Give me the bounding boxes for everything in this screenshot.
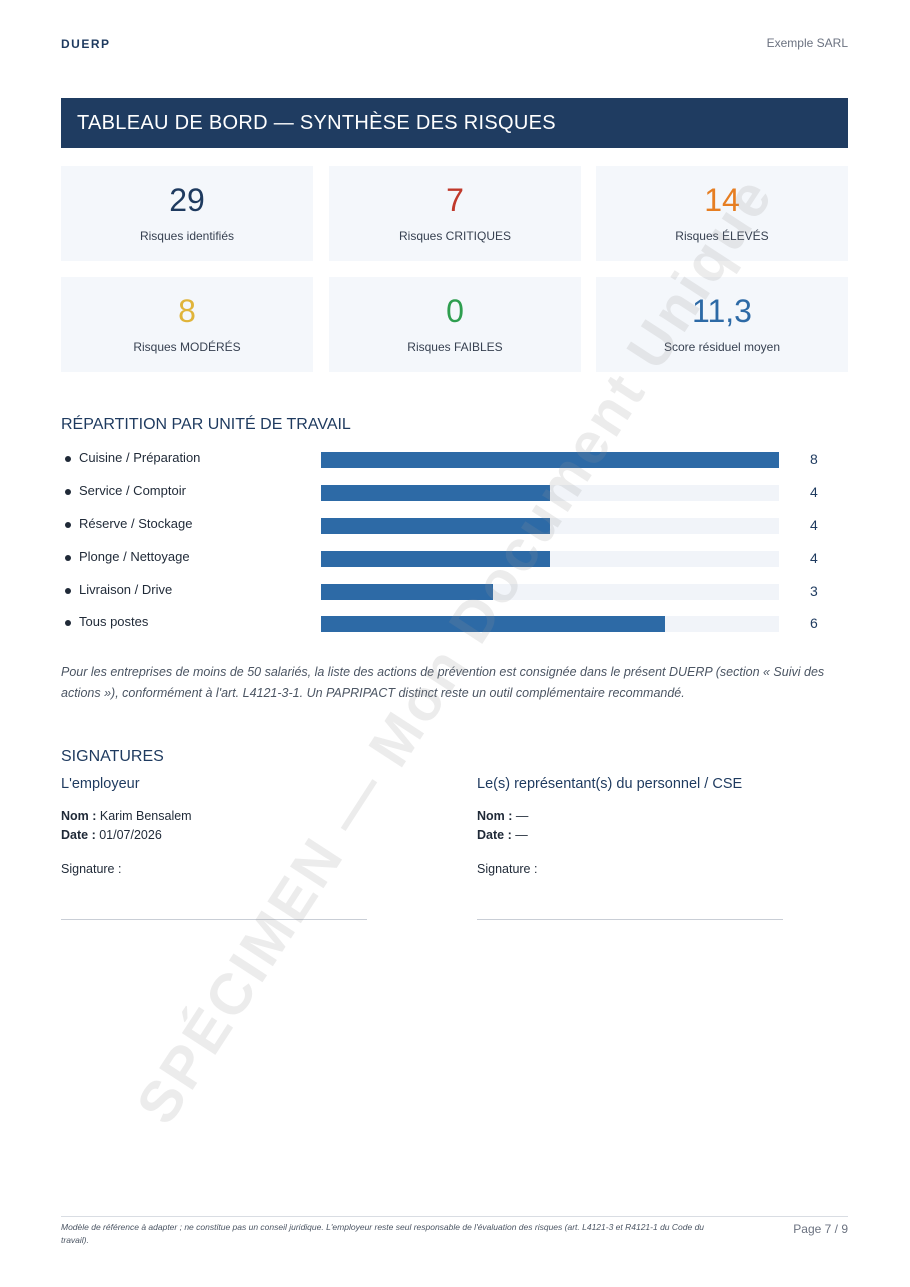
bullet-icon bbox=[65, 555, 71, 561]
unit-bar-track bbox=[321, 616, 779, 632]
unit-row: Réserve / Stockage 4 bbox=[61, 515, 848, 535]
kpi-card-high: 14 Risques ÉLEVÉS bbox=[596, 166, 848, 261]
unit-count: 6 bbox=[810, 615, 818, 631]
kpi-value: 29 bbox=[169, 182, 205, 218]
employer-date: Date : 01/07/2026 bbox=[61, 828, 162, 842]
kpi-label: Score résiduel moyen bbox=[663, 340, 781, 354]
staff-name: Nom : — bbox=[477, 809, 528, 823]
kpi-value: 0 bbox=[446, 293, 464, 329]
staff-signature-label: Signature : bbox=[477, 862, 538, 876]
unit-row: Plonge / Nettoyage 4 bbox=[61, 548, 848, 568]
unit-name: Livraison / Drive bbox=[79, 582, 173, 597]
banner-title: TABLEAU DE BORD — SYNTHÈSE DES RISQUES bbox=[77, 111, 556, 134]
name-value: — bbox=[512, 809, 529, 823]
unit-count: 4 bbox=[810, 484, 818, 500]
unit-count: 4 bbox=[810, 550, 818, 566]
kpi-value: 7 bbox=[446, 182, 464, 218]
staff-date: Date : — bbox=[477, 828, 528, 842]
kpi-card-critical: 7 Risques CRITIQUES bbox=[329, 166, 581, 261]
kpi-value: 14 bbox=[704, 182, 740, 218]
unit-bar bbox=[321, 584, 493, 600]
unit-bar bbox=[321, 551, 550, 567]
kpi-card-identified: 29 Risques identifiés bbox=[61, 166, 313, 261]
unit-name: Plonge / Nettoyage bbox=[79, 549, 190, 564]
date-label: Date : bbox=[477, 828, 512, 842]
unit-bar bbox=[321, 616, 665, 632]
unit-name: Tous postes bbox=[79, 614, 149, 629]
staff-signature-line bbox=[477, 919, 783, 920]
company-name: Exemple SARL bbox=[766, 36, 848, 50]
footer-divider bbox=[61, 1216, 848, 1217]
kpi-label: Risques CRITIQUES bbox=[398, 229, 512, 243]
footer-disclaimer: Modèle de référence à adapter ; ne const… bbox=[61, 1222, 705, 1245]
kpi-card-low: 0 Risques FAIBLES bbox=[329, 277, 581, 372]
unit-bar-track bbox=[321, 485, 779, 501]
unit-count: 3 bbox=[810, 583, 818, 599]
kpi-label: Risques ÉLEVÉS bbox=[675, 229, 769, 243]
staff-heading: Le(s) représentant(s) du personnel / CSE bbox=[477, 776, 743, 792]
unit-count: 4 bbox=[810, 517, 818, 533]
unit-name: Service / Comptoir bbox=[79, 483, 186, 498]
unit-row: Service / Comptoir 4 bbox=[61, 482, 848, 502]
kpi-card-residual-score: 11,3 Score résiduel moyen bbox=[596, 277, 848, 372]
date-value: 01/07/2026 bbox=[95, 828, 162, 842]
name-value: Karim Bensalem bbox=[96, 809, 192, 823]
employer-signature-line bbox=[61, 919, 367, 920]
unit-bar bbox=[321, 518, 550, 534]
date-label: Date : bbox=[61, 828, 96, 842]
employer-heading: L'employeur bbox=[61, 776, 140, 792]
unit-row: Tous postes 6 bbox=[61, 613, 848, 633]
unit-name: Cuisine / Préparation bbox=[79, 450, 201, 465]
page-number: Page 7 / 9 bbox=[793, 1222, 848, 1236]
date-value: — bbox=[511, 828, 528, 842]
kpi-value: 11,3 bbox=[692, 293, 752, 329]
document-brand: DUERP bbox=[61, 37, 111, 51]
kpi-card-moderate: 8 Risques MODÉRÉS bbox=[61, 277, 313, 372]
signatures-title: SIGNATURES bbox=[61, 748, 164, 765]
employer-name: Nom : Karim Bensalem bbox=[61, 809, 192, 823]
unit-count: 8 bbox=[810, 451, 818, 467]
unit-row: Cuisine / Préparation 8 bbox=[61, 449, 848, 469]
kpi-label: Risques FAIBLES bbox=[407, 340, 503, 354]
unit-bar-track bbox=[321, 452, 779, 468]
name-label: Nom : bbox=[61, 809, 97, 823]
distribution-title: RÉPARTITION PAR UNITÉ DE TRAVAIL bbox=[61, 416, 351, 433]
bullet-icon bbox=[65, 588, 71, 594]
unit-bar-track bbox=[321, 518, 779, 534]
employer-signature-block: L'employeur Nom : Karim Bensalem Date : … bbox=[61, 776, 367, 920]
dashboard-banner: TABLEAU DE BORD — SYNTHÈSE DES RISQUES bbox=[61, 98, 848, 148]
unit-bar bbox=[321, 452, 779, 468]
bullet-icon bbox=[65, 489, 71, 495]
bullet-icon bbox=[65, 522, 71, 528]
bullet-icon bbox=[65, 456, 71, 462]
staff-signature-block: Le(s) représentant(s) du personnel / CSE… bbox=[477, 776, 783, 920]
employer-signature-label: Signature : bbox=[61, 862, 122, 876]
kpi-label: Risques identifiés bbox=[139, 229, 235, 243]
bullet-icon bbox=[65, 620, 71, 626]
unit-name: Réserve / Stockage bbox=[79, 516, 193, 531]
legal-note: Pour les entreprises de moins de 50 sala… bbox=[61, 665, 825, 700]
name-label: Nom : bbox=[477, 809, 513, 823]
kpi-value: 8 bbox=[178, 293, 196, 329]
unit-bar-track bbox=[321, 584, 779, 600]
kpi-label: Risques MODÉRÉS bbox=[133, 340, 241, 354]
unit-row: Livraison / Drive 3 bbox=[61, 581, 848, 601]
unit-bar bbox=[321, 485, 550, 501]
unit-bar-track bbox=[321, 551, 779, 567]
